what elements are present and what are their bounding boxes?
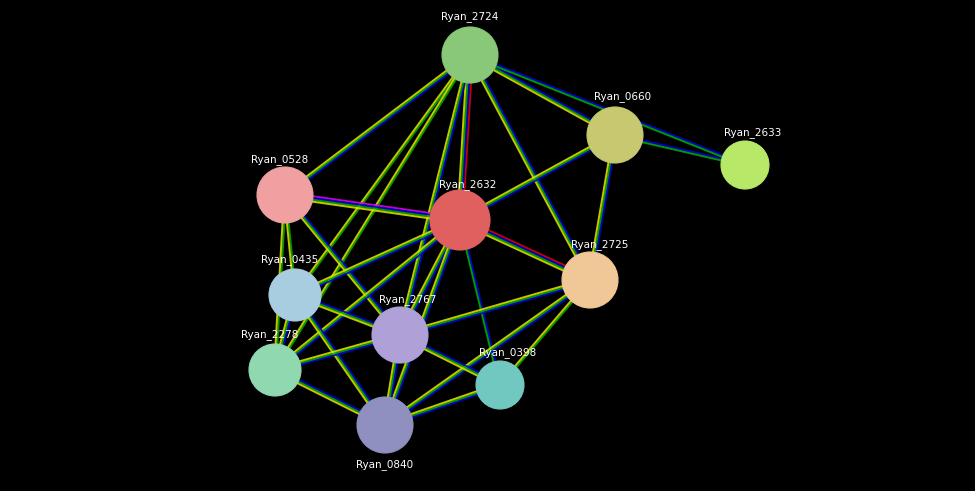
- Circle shape: [257, 167, 313, 223]
- Circle shape: [721, 141, 769, 189]
- Text: Ryan_2724: Ryan_2724: [442, 12, 498, 23]
- Text: Ryan_0660: Ryan_0660: [595, 91, 651, 103]
- Circle shape: [442, 27, 498, 83]
- Text: Ryan_0398: Ryan_0398: [480, 348, 536, 358]
- Circle shape: [562, 252, 618, 308]
- Text: Ryan_2278: Ryan_2278: [242, 329, 298, 340]
- Circle shape: [249, 344, 301, 396]
- Circle shape: [587, 107, 643, 163]
- Text: Ryan_2632: Ryan_2632: [440, 180, 496, 191]
- Text: Ryan_2767: Ryan_2767: [379, 295, 437, 305]
- Text: Ryan_2725: Ryan_2725: [571, 240, 629, 250]
- Circle shape: [269, 269, 321, 321]
- Text: Ryan_0840: Ryan_0840: [357, 460, 413, 470]
- Circle shape: [357, 397, 413, 453]
- Circle shape: [372, 307, 428, 363]
- Text: Ryan_2633: Ryan_2633: [724, 128, 782, 138]
- Text: Ryan_0435: Ryan_0435: [261, 254, 319, 266]
- Circle shape: [476, 361, 524, 409]
- Text: Ryan_0528: Ryan_0528: [252, 155, 309, 165]
- Circle shape: [430, 190, 490, 250]
